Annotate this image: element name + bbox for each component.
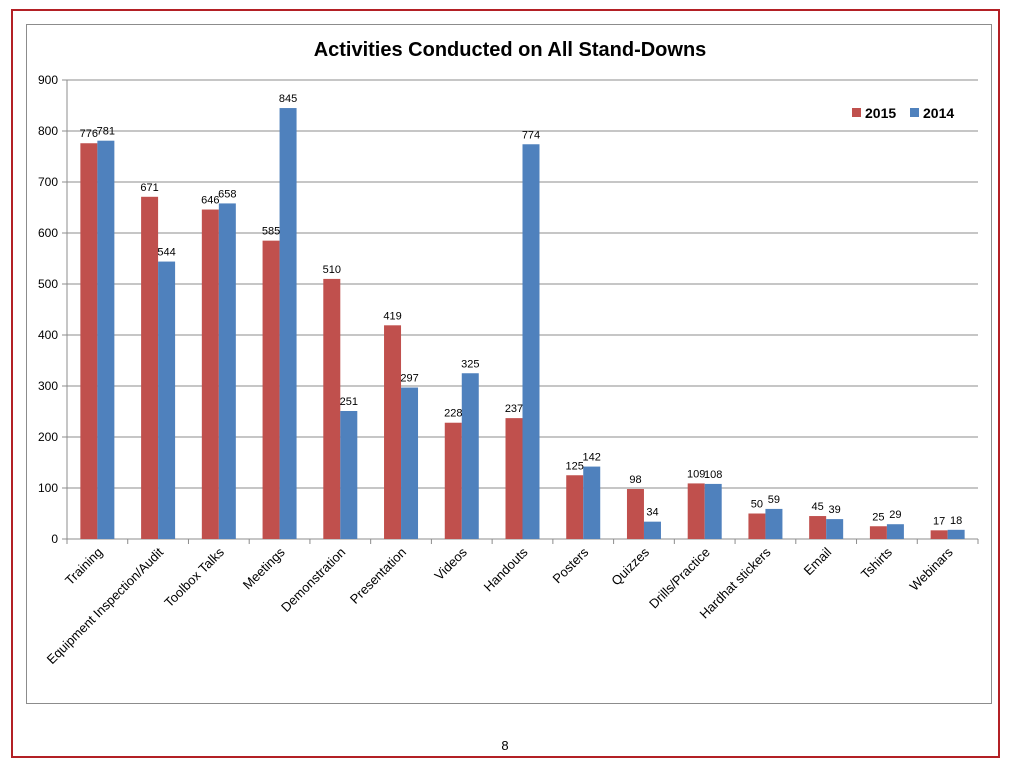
x-tick-label: Email bbox=[801, 544, 835, 578]
data-label: 297 bbox=[400, 373, 418, 385]
x-tick-label: Demonstration bbox=[278, 545, 348, 615]
data-label: 18 bbox=[950, 515, 962, 527]
y-tick-label: 500 bbox=[38, 277, 58, 291]
data-label: 98 bbox=[629, 474, 641, 486]
data-label: 17 bbox=[933, 515, 945, 527]
data-label: 50 bbox=[751, 499, 763, 511]
data-label: 776 bbox=[80, 128, 98, 140]
legend-label-2014: 2014 bbox=[923, 105, 954, 121]
bar-2014 bbox=[886, 524, 904, 539]
bar-2015 bbox=[930, 530, 948, 539]
data-label: 228 bbox=[444, 408, 462, 420]
x-tick-label: Tshirts bbox=[858, 544, 896, 582]
axes: 0 100 200 300 400 500 600 700 800 900 TrainingEqui… bbox=[38, 73, 979, 667]
bars bbox=[80, 108, 965, 540]
data-label: 658 bbox=[218, 188, 236, 200]
data-label: 45 bbox=[812, 501, 824, 513]
x-tick-label: Presentation bbox=[347, 545, 409, 607]
legend-swatch-2014 bbox=[910, 108, 919, 117]
chart-frame bbox=[26, 24, 992, 704]
data-label: 109 bbox=[687, 468, 705, 480]
bar-2014 bbox=[158, 261, 176, 539]
bar-2015 bbox=[687, 483, 705, 539]
bar-2015 bbox=[141, 196, 159, 540]
bar-2014 bbox=[340, 410, 358, 539]
x-tick-label: Meetings bbox=[240, 544, 288, 592]
data-label: 646 bbox=[201, 195, 219, 207]
x-tick-label: Videos bbox=[431, 544, 470, 583]
page-number: 8 bbox=[501, 738, 509, 753]
bar-2015 bbox=[748, 513, 766, 539]
bar-2015 bbox=[201, 209, 219, 540]
x-tick-label: Drills/Practice bbox=[646, 545, 713, 612]
data-label: 419 bbox=[383, 310, 401, 322]
bar-2014 bbox=[279, 108, 297, 540]
data-label: 142 bbox=[583, 452, 601, 464]
data-label: 781 bbox=[97, 126, 115, 138]
y-tick-label: 900 bbox=[38, 73, 58, 87]
x-tick-label: Training bbox=[62, 545, 105, 588]
bar-2014 bbox=[947, 529, 965, 539]
data-label: 237 bbox=[505, 403, 523, 415]
y-tick-label: 0 bbox=[51, 532, 58, 546]
bar-2015 bbox=[384, 325, 402, 539]
data-label: 774 bbox=[522, 129, 540, 141]
bar-2015 bbox=[323, 278, 341, 539]
y-tick-label: 200 bbox=[38, 430, 58, 444]
legend-label-2015: 2015 bbox=[865, 105, 896, 121]
bar-2015 bbox=[262, 240, 280, 539]
data-label: 39 bbox=[829, 504, 841, 516]
x-tick-label: Quizzes bbox=[608, 544, 652, 588]
bar-2014 bbox=[826, 519, 844, 539]
x-tick-label: Equipment Inspection/Audit bbox=[44, 544, 167, 667]
page-border bbox=[11, 9, 1000, 758]
data-label: 845 bbox=[279, 93, 297, 105]
legend: 2015 2014 bbox=[852, 105, 954, 121]
data-label: 251 bbox=[340, 396, 358, 408]
bar-2014 bbox=[704, 483, 722, 539]
legend-swatch-2015 bbox=[852, 108, 861, 117]
data-label: 585 bbox=[262, 226, 280, 238]
bar-2014 bbox=[461, 373, 479, 539]
bar-2014 bbox=[401, 387, 419, 539]
y-tick-label: 800 bbox=[38, 124, 58, 138]
y-tick-label: 700 bbox=[38, 175, 58, 189]
x-tick-label: Toolbox Talks bbox=[161, 544, 227, 610]
x-tick-label: Handouts bbox=[481, 544, 531, 594]
data-label: 59 bbox=[768, 494, 780, 506]
data-label: 510 bbox=[323, 264, 341, 276]
data-label: 108 bbox=[704, 469, 722, 481]
x-tick-label: Posters bbox=[550, 544, 592, 586]
data-label: 25 bbox=[872, 511, 884, 523]
bar-2015 bbox=[626, 489, 644, 539]
bar-2015 bbox=[566, 475, 584, 539]
y-tick-label: 300 bbox=[38, 379, 58, 393]
bar-2015 bbox=[505, 418, 523, 539]
bar-2014 bbox=[765, 508, 783, 539]
chart-title: Activities Conducted on All Stand-Downs bbox=[314, 39, 707, 61]
data-label: 29 bbox=[889, 509, 901, 521]
y-tick-label: 400 bbox=[38, 328, 58, 342]
x-tick-label: Webinars bbox=[906, 544, 956, 594]
y-tick-label: 600 bbox=[38, 226, 58, 240]
bar-2015 bbox=[869, 526, 887, 539]
bar-2015 bbox=[809, 516, 827, 539]
data-label: 544 bbox=[157, 247, 175, 259]
data-label: 325 bbox=[461, 358, 479, 370]
bar-2014 bbox=[643, 521, 661, 539]
data-label: 671 bbox=[140, 182, 158, 194]
data-label: 125 bbox=[566, 460, 584, 472]
bar-2014 bbox=[583, 466, 601, 539]
y-tick-label: 100 bbox=[38, 481, 58, 495]
bar-2015 bbox=[80, 143, 98, 540]
bar-2014 bbox=[97, 140, 115, 539]
bar-2014 bbox=[218, 203, 236, 540]
bar-2014 bbox=[522, 144, 540, 539]
bar-2015 bbox=[444, 422, 462, 539]
data-label: 34 bbox=[646, 507, 658, 519]
